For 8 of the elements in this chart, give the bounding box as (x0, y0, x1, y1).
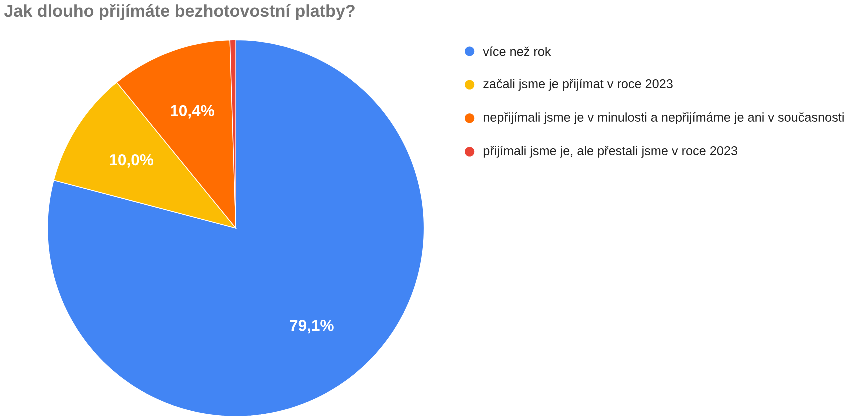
legend-label: více než rok (483, 46, 552, 56)
data-label: 10,0% (110, 154, 154, 168)
legend-label: nepřijímali jsme je v minulosti a nepřijímáme je ani v současnosti (484, 112, 844, 124)
data-label: 79,1% (290, 320, 334, 334)
legend-label: začali jsme je přijímat v roce 2023 (484, 78, 673, 91)
chart-title: Jak dlouho přijímáte bezhotovostní platby? (4, 4, 355, 20)
legend-label: přijímali jsme je, ale přestali jsme v roce 2023 (484, 146, 738, 158)
data-label: 10,4% (171, 105, 214, 119)
